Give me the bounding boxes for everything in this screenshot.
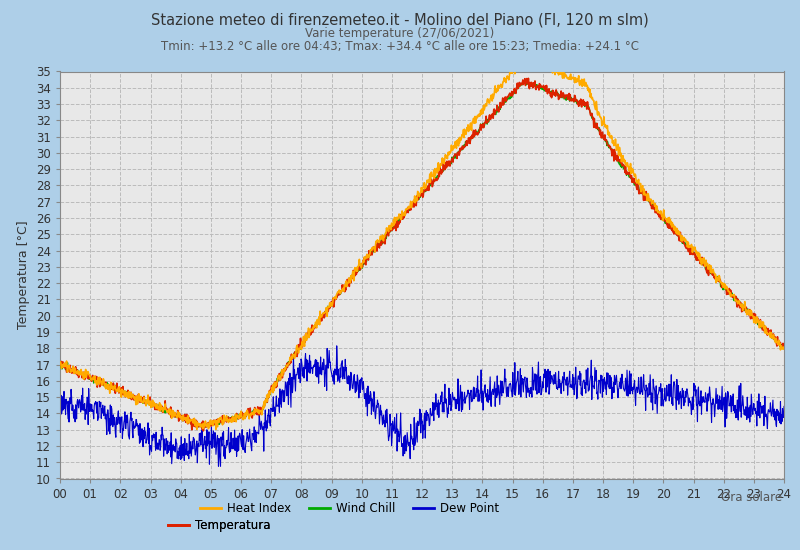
Heat Index: [536, 64, 546, 71]
Heat Index: [298, 342, 307, 349]
Y-axis label: Temperatura [°C]: Temperatura [°C]: [18, 221, 30, 329]
Wind Chill: [536, 85, 546, 91]
Dew Point: [216, 463, 226, 470]
Dew Point: [298, 373, 307, 380]
Wind Chill: [521, 78, 530, 84]
Temperatura: [524, 75, 534, 81]
Heat Index: [199, 424, 209, 431]
Wind Chill: [694, 256, 704, 263]
Temperatura: [298, 344, 307, 350]
Dew Point: [217, 439, 226, 446]
Legend: Temperatura: Temperatura: [163, 514, 275, 537]
Line: Dew Point: Dew Point: [60, 346, 784, 466]
Temperatura: [536, 81, 546, 88]
Wind Chill: [298, 342, 307, 349]
Temperatura: [779, 343, 789, 350]
Wind Chill: [217, 417, 226, 424]
Heat Index: [192, 426, 202, 433]
Wind Chill: [779, 345, 789, 352]
Heat Index: [55, 360, 65, 366]
Dew Point: [630, 392, 640, 399]
Wind Chill: [630, 179, 640, 185]
Text: Tmin: +13.2 °C alle ore 04:43; Tmax: +34.4 °C alle ore 15:23; Tmedia: +24.1 °C: Tmin: +13.2 °C alle ore 04:43; Tmax: +34…: [161, 40, 639, 53]
Heat Index: [779, 345, 789, 352]
Heat Index: [630, 170, 640, 177]
Text: Ora solare: Ora solare: [722, 491, 782, 504]
Heat Index: [217, 416, 226, 422]
Temperatura: [199, 423, 209, 430]
Temperatura: [55, 360, 65, 367]
Text: Varie temperature (27/06/2021): Varie temperature (27/06/2021): [306, 28, 494, 41]
Wind Chill: [198, 425, 208, 432]
Line: Wind Chill: Wind Chill: [60, 81, 784, 428]
Wind Chill: [55, 364, 65, 371]
Heat Index: [521, 51, 530, 57]
Temperatura: [198, 427, 208, 434]
Dew Point: [779, 403, 789, 410]
Heat Index: [694, 256, 704, 262]
Temperatura: [630, 180, 640, 186]
Dew Point: [332, 343, 342, 349]
Dew Point: [536, 373, 546, 380]
Line: Temperatura: Temperatura: [60, 78, 784, 431]
Wind Chill: [199, 423, 209, 430]
Dew Point: [55, 402, 65, 409]
Dew Point: [198, 441, 208, 448]
Temperatura: [694, 254, 704, 260]
Dew Point: [694, 401, 704, 408]
Temperatura: [217, 416, 226, 423]
Line: Heat Index: Heat Index: [60, 54, 784, 430]
Text: Stazione meteo di firenzemeteo.it - Molino del Piano (FI, 120 m slm): Stazione meteo di firenzemeteo.it - Moli…: [151, 12, 649, 27]
